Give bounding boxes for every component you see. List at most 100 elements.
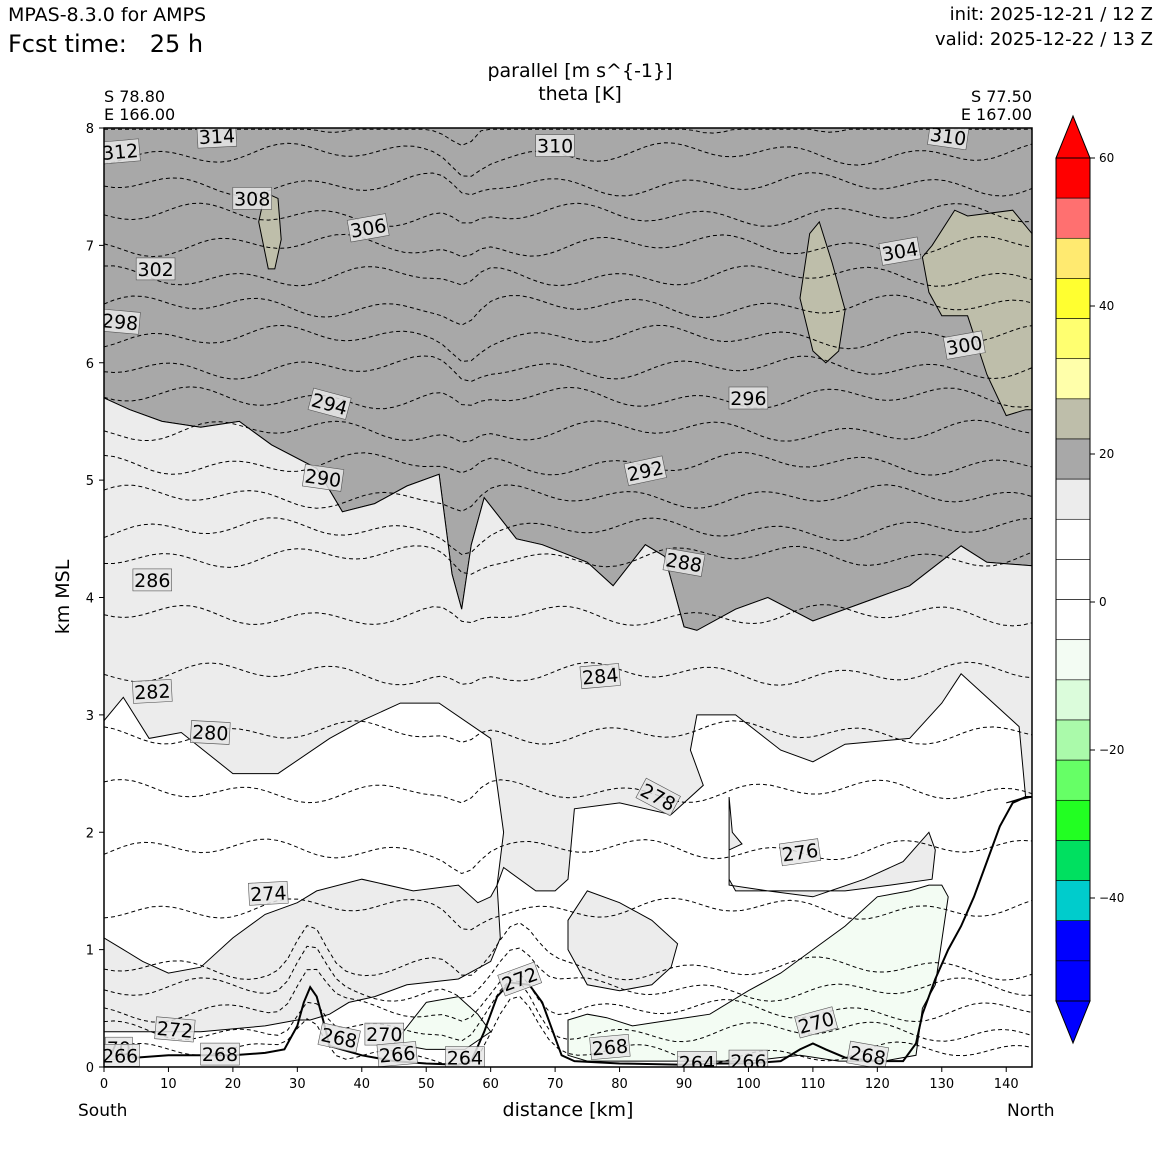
contour-label-box: [200, 1042, 240, 1066]
contour-label-box: [104, 138, 141, 165]
contour-label-box: [623, 455, 667, 486]
contour-label-text: 266: [102, 1045, 138, 1067]
colorbar-tick-label-1: 40: [1099, 299, 1114, 313]
theta-contour-314-25: [104, 128, 1032, 147]
colorbar-swatch-4: [1055, 318, 1091, 360]
contour-label-box: [535, 134, 575, 157]
contour-label-box: [132, 568, 173, 592]
contour-label-24: 270: [794, 1006, 839, 1039]
wind-region-9: [393, 996, 492, 1050]
contour-label-box: [942, 330, 986, 360]
theta-contour-266-1: [104, 979, 1032, 1043]
y-tick-label-2: 2: [86, 826, 94, 841]
colorbar-tick-label-4: −20: [1099, 743, 1124, 757]
contour-label-18: 280: [190, 720, 231, 746]
contour-label-32: 266: [728, 1049, 769, 1073]
colorbar-swatch-5: [1055, 358, 1091, 400]
theta-contour-284-10: [104, 604, 1032, 627]
contour-label-box: [846, 1040, 890, 1067]
contour-label-text: 302: [137, 259, 173, 281]
colorbar-tick-label-2: 20: [1099, 447, 1114, 461]
contour-label-text: 296: [730, 388, 766, 410]
contour-label-box: [728, 1049, 769, 1067]
theta-contour-layer: [104, 128, 1032, 1064]
contour-label-1: 312: [104, 138, 141, 165]
colorbar-tick-label-0: 60: [1099, 151, 1114, 165]
theta-contour-268-2: [104, 968, 1032, 1023]
terrain-line: [104, 796, 1032, 1066]
contour-label-text: 274: [250, 882, 287, 906]
contour-label-text: 266: [378, 1043, 416, 1068]
wind-region-7: [728, 796, 936, 898]
wind-region-8: [567, 884, 949, 1062]
theta-contour-300-18: [104, 324, 1032, 363]
theta-contour-304-20: [104, 265, 1032, 287]
north-label: North: [1007, 1101, 1055, 1121]
forecast-time-value: 25 h: [149, 30, 204, 58]
contour-label-9: 298: [104, 308, 141, 335]
theta-contour-282-9: [104, 661, 1032, 686]
theta-contour-278-7: [104, 779, 1032, 804]
contour-label-15: 286: [132, 568, 173, 592]
contour-label-text: 290: [303, 465, 342, 492]
contour-label-box: [794, 1006, 839, 1039]
contour-label-box: [346, 213, 390, 243]
contour-label-box: [497, 961, 543, 997]
contour-label-text: 268: [319, 1024, 359, 1053]
axes-layer: 0 10 20 30 40 50 60 70 80 90 100 110 120 130 140 0 1 2 3 4 5…: [86, 122, 1019, 1092]
contour-label-box: [376, 1041, 418, 1067]
contour-label-7: 302: [135, 257, 176, 281]
contour-label-box: [154, 1016, 196, 1043]
contour-label-box: [317, 1022, 361, 1053]
contour-label-text: 268: [202, 1044, 238, 1066]
contour-label-text: 270: [366, 1024, 402, 1046]
colorbar-swatch-3: [1055, 278, 1091, 319]
y-tick-label-3: 3: [86, 709, 94, 724]
colorbar-swatch-7: [1055, 438, 1091, 480]
contour-label-box: [445, 1046, 485, 1067]
contour-label-25: 270: [364, 1022, 404, 1046]
colorbar-swatch-11: [1055, 599, 1091, 641]
colorbar-swatch-1: [1055, 197, 1091, 239]
contour-label-27: 268: [317, 1022, 361, 1053]
theta-contour-270-3: [104, 945, 1032, 1002]
contour-label-text: 264: [679, 1052, 715, 1074]
contour-label-text: 276: [781, 840, 820, 867]
contour-label-box: [104, 308, 141, 335]
contour-label-text: 272: [156, 1018, 194, 1043]
contour-label-box: [196, 128, 238, 149]
contour-label-box: [579, 663, 621, 690]
colorbar-swatch-15: [1055, 759, 1091, 801]
colorbar-swatch-0: [1055, 157, 1091, 199]
contour-label-text: 264: [447, 1048, 483, 1070]
theta-contour-290-13: [104, 484, 1032, 512]
contour-label-text: 280: [192, 722, 229, 746]
x-tick-label-0: 0: [100, 1077, 108, 1092]
contour-label-20: 276: [778, 838, 822, 867]
contour-label-3: 310: [927, 128, 970, 151]
theta-contour-276-6: [104, 838, 1032, 875]
init-time: init: 2025-12-21 / 12 Z: [949, 4, 1153, 25]
contour-label-text: 266: [730, 1051, 766, 1073]
contour-label-box: [677, 1051, 717, 1067]
colorbar-swatch-2: [1055, 237, 1091, 279]
contour-label-box: [728, 386, 769, 410]
x-tick-label-80: 80: [611, 1077, 628, 1092]
x-tick-label-130: 130: [929, 1077, 954, 1092]
x-tick-label-90: 90: [676, 1077, 693, 1092]
contour-label-10: 296: [728, 386, 769, 410]
x-tick-label-50: 50: [418, 1077, 435, 1092]
colorbar-swatch-17: [1055, 840, 1091, 881]
theta-contour-292-14: [104, 451, 1032, 476]
wind-region-5: [104, 878, 501, 1033]
contour-label-text: 284: [581, 665, 619, 690]
x-tick-label-60: 60: [482, 1077, 499, 1092]
colorbar-swatch-10: [1055, 559, 1091, 600]
theta-contour-288-12: [104, 517, 1032, 556]
contour-label-text: 268: [591, 1035, 629, 1060]
colorbar-under-arrow: [1055, 1000, 1091, 1045]
contour-label-23: 272: [154, 1016, 196, 1043]
forecast-time: Fcst time: 25 h: [8, 30, 203, 58]
contour-label-box: [248, 880, 289, 906]
